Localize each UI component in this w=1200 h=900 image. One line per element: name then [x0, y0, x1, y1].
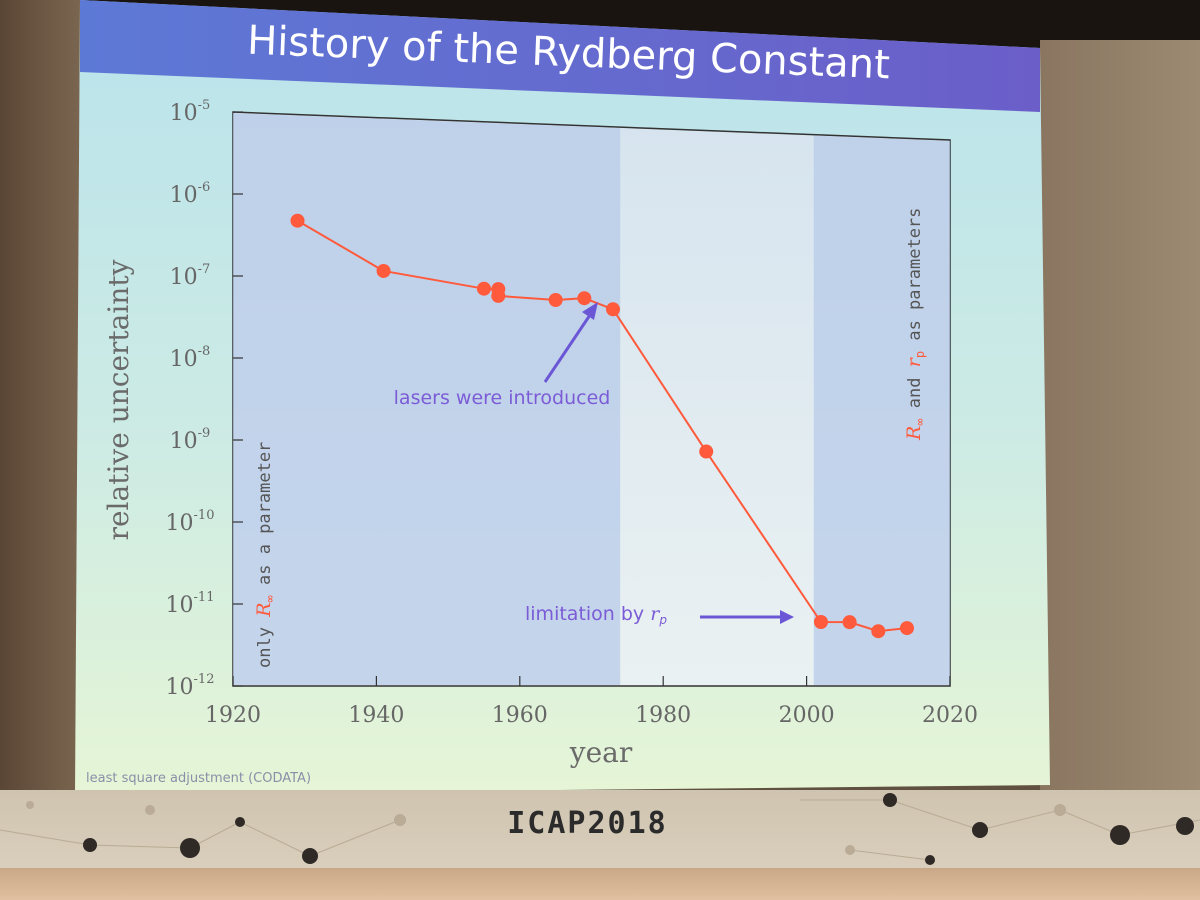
data-point	[577, 291, 592, 306]
x-axis: 1920 1940 1960 1980 2000 2020	[205, 676, 978, 728]
x-tick-label: 1920	[205, 703, 261, 728]
shaded-region	[813, 135, 950, 685]
slide-title-bar	[80, 0, 1040, 112]
lasers-arrowhead	[582, 302, 598, 320]
slide-footnote: least square adjustment (CODATA)	[86, 771, 311, 786]
uncertainty-chart: 10-12 10-11 10-10 10-9 10-8 10-7 10-6 10-5 1920…	[102, 98, 978, 769]
y-tick-label: 10-12	[166, 672, 215, 700]
x-tick-label: 2020	[922, 703, 978, 728]
x-tick-label: 1980	[635, 703, 691, 728]
conference-banner-title: ICAP2018	[507, 806, 668, 841]
shaded-regions	[233, 113, 950, 685]
right-wall	[1040, 40, 1200, 800]
data-point	[606, 302, 621, 317]
data-point	[548, 293, 563, 308]
data-points	[290, 213, 914, 639]
data-point	[491, 288, 506, 303]
left-wall	[0, 0, 80, 820]
data-point	[699, 444, 714, 459]
right-region-label: R∞ and rp as parameters	[903, 208, 927, 441]
y-tick-label: 10-7	[170, 262, 211, 290]
x-tick-label: 2000	[779, 703, 835, 728]
left-region-label: only R∞ as a parameter	[253, 442, 277, 668]
limitation-arrowhead	[780, 610, 794, 624]
y-axis: 10-12 10-11 10-10 10-9 10-8 10-7 10-6 10-5	[166, 98, 243, 700]
lasers-annotation: lasers were introduced	[394, 387, 611, 409]
data-point	[476, 281, 491, 296]
y-tick-label: 10-8	[170, 344, 211, 372]
data-point	[871, 624, 886, 639]
data-point	[376, 263, 391, 278]
network-decoration	[0, 793, 1200, 865]
data-point	[813, 615, 828, 630]
conference-banner	[0, 790, 1200, 870]
y-tick-label: 10-9	[170, 426, 211, 454]
y-tick-label: 10-11	[166, 590, 215, 618]
y-tick-label: 10-5	[170, 98, 211, 126]
y-tick-label: 10-6	[170, 180, 211, 208]
lasers-arrow	[543, 311, 594, 383]
limitation-annotation: limitation by rp	[525, 603, 667, 627]
stage-floor	[0, 868, 1200, 900]
data-point	[899, 621, 914, 636]
x-tick-label: 1940	[348, 703, 404, 728]
data-point	[842, 615, 857, 630]
y-tick-label: 10-10	[166, 508, 215, 536]
y-axis-label: relative uncertainty	[102, 259, 135, 540]
x-axis-label: year	[569, 736, 633, 769]
x-tick-label: 1960	[492, 703, 548, 728]
shaded-region	[233, 113, 621, 685]
data-point	[290, 213, 305, 228]
